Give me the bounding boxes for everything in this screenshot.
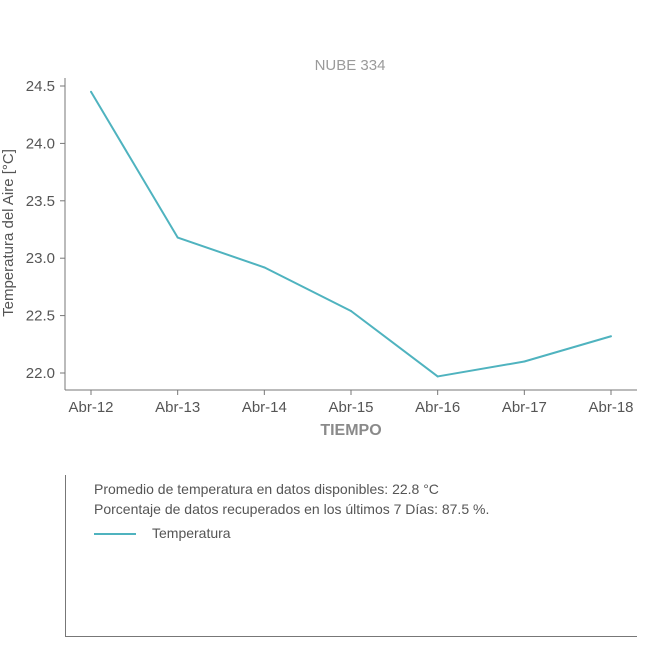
series-line-temperatura bbox=[90, 91, 612, 378]
y-axis-ticks: 22.0 22.5 23.0 23.5 24.0 24.5 bbox=[26, 78, 65, 382]
chart-title: NUBE 334 bbox=[315, 57, 386, 74]
y-tick-label: 24.5 bbox=[26, 78, 55, 95]
legend-label: Temperatura bbox=[152, 525, 231, 541]
data-point bbox=[523, 360, 526, 363]
y-tick-label: 23.5 bbox=[26, 193, 55, 210]
x-tick-label: Abr-13 bbox=[155, 399, 200, 416]
legend-line-swatch bbox=[94, 533, 136, 535]
info-panel: Promedio de temperatura en datos disponi… bbox=[65, 475, 637, 637]
data-point bbox=[436, 375, 439, 378]
series-group bbox=[90, 90, 612, 378]
x-tick-label: Abr-16 bbox=[415, 399, 460, 416]
y-tick-label: 23.0 bbox=[26, 250, 55, 267]
legend-item-temperatura: Temperatura bbox=[94, 525, 394, 543]
x-axis-label: TIEMPO bbox=[320, 422, 381, 439]
data-point bbox=[90, 90, 92, 93]
y-tick-label: 22.5 bbox=[26, 308, 55, 325]
y-tick-label: 24.0 bbox=[26, 135, 55, 152]
data-point bbox=[350, 310, 352, 313]
data-point bbox=[610, 335, 612, 338]
y-axis-label: Temperatura del Aire [°C] bbox=[0, 149, 17, 317]
x-tick-label: Abr-14 bbox=[242, 399, 287, 416]
x-tick-label: Abr-12 bbox=[68, 399, 113, 416]
data-point bbox=[263, 266, 266, 269]
line-chart: NUBE 334 22.0 22.5 23.0 23.5 24.0 24.5 Abr-12… bbox=[0, 57, 637, 439]
x-axis-ticks: Abr-12 Abr-13 Abr-14 Abr-15 Abr-16 Abr-17 Abr-… bbox=[68, 390, 634, 416]
x-tick-label: Abr-18 bbox=[588, 399, 633, 416]
data-point bbox=[176, 236, 179, 239]
average-temperature-text: Promedio de temperatura en datos disponi… bbox=[94, 481, 439, 497]
x-tick-label: Abr-15 bbox=[328, 399, 373, 416]
recovered-data-text: Porcentaje de datos recuperados en los ú… bbox=[94, 501, 490, 517]
x-tick-label: Abr-17 bbox=[502, 399, 547, 416]
y-tick-label: 22.0 bbox=[26, 365, 55, 382]
